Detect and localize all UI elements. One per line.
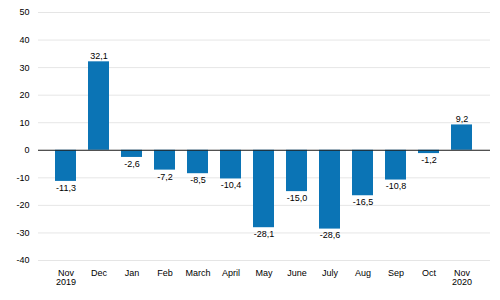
svg-text:-10,8: -10,8 (386, 181, 407, 191)
svg-text:April: April (222, 268, 240, 278)
svg-text:30: 30 (19, 62, 29, 72)
svg-text:Nov2019: Nov2019 (56, 268, 76, 287)
svg-text:July: July (322, 268, 339, 278)
svg-text:Aug: Aug (355, 268, 371, 278)
svg-text:-2,6: -2,6 (124, 159, 140, 169)
svg-text:June: June (287, 268, 307, 278)
svg-text:Oct: Oct (422, 268, 437, 278)
svg-text:-28,6: -28,6 (320, 230, 341, 240)
svg-text:Jan: Jan (125, 268, 140, 278)
svg-text:-16,5: -16,5 (353, 197, 374, 207)
svg-text:-8,5: -8,5 (190, 175, 206, 185)
svg-text:Feb: Feb (157, 268, 173, 278)
svg-text:-40: -40 (16, 255, 29, 265)
svg-text:32,1: 32,1 (90, 51, 108, 61)
svg-text:-15,0: -15,0 (287, 193, 308, 203)
svg-text:40: 40 (19, 35, 29, 45)
svg-text:0: 0 (24, 145, 29, 155)
svg-text:Nov2020: Nov2020 (452, 268, 472, 287)
svg-text:Dec: Dec (91, 268, 108, 278)
svg-text:-7,2: -7,2 (157, 172, 173, 182)
svg-text:-1,2: -1,2 (421, 155, 437, 165)
svg-text:March: March (185, 268, 210, 278)
svg-text:Sep: Sep (388, 268, 404, 278)
svg-text:9,2: 9,2 (456, 114, 469, 124)
svg-text:-11,3: -11,3 (56, 183, 76, 193)
svg-text:-20: -20 (16, 200, 29, 210)
svg-text:20: 20 (19, 90, 29, 100)
svg-text:-28,1: -28,1 (254, 229, 275, 239)
svg-text:50: 50 (19, 7, 29, 17)
svg-text:-10,4: -10,4 (221, 180, 242, 190)
svg-text:-30: -30 (16, 228, 29, 238)
svg-text:10: 10 (19, 118, 29, 128)
svg-text:-10: -10 (16, 173, 29, 183)
svg-text:May: May (255, 268, 273, 278)
